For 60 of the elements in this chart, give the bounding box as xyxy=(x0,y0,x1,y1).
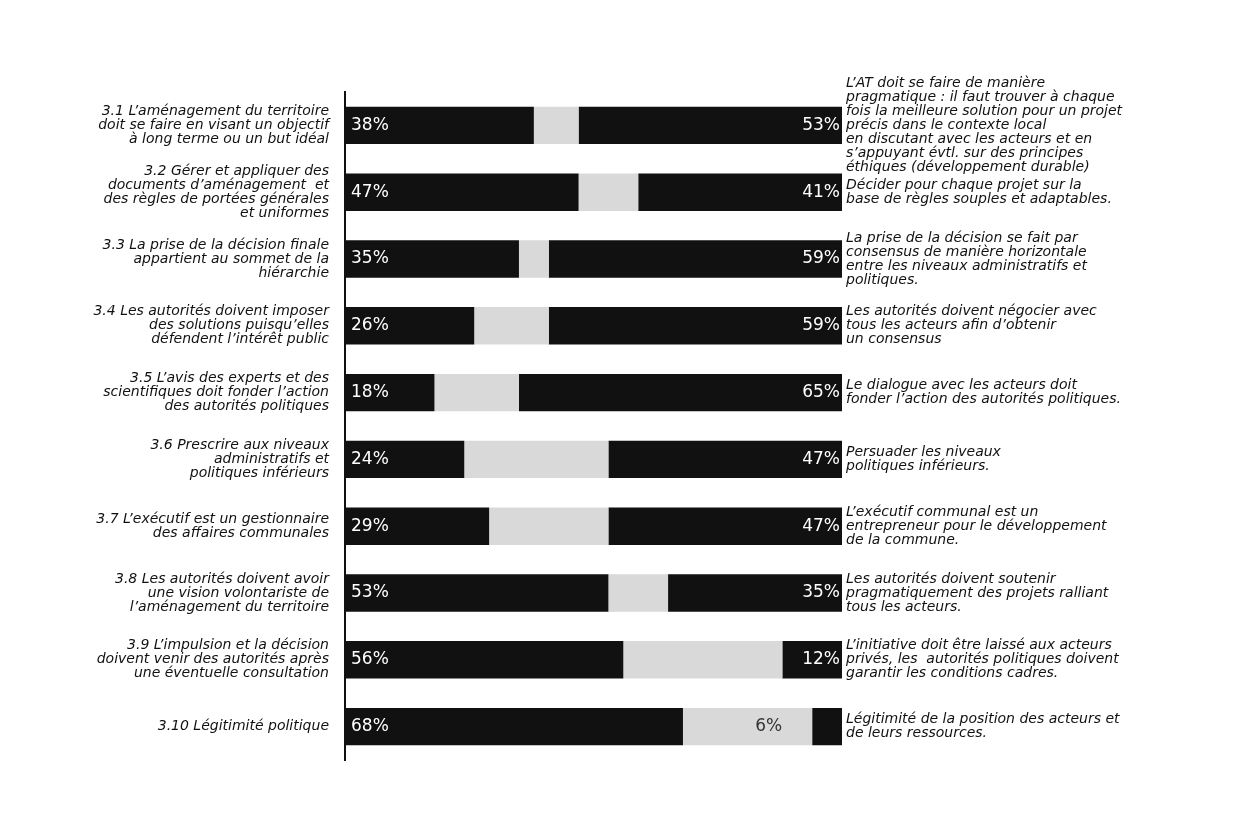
bar xyxy=(682,707,813,746)
data-label: 53% xyxy=(351,581,389,602)
y2-tick-label: Les autorités doivent négocier avec tous les acteurs afin d’obtenir un consensus xyxy=(846,302,1098,347)
y-tick-label: 3.4 Les autorités doivent imposer des solutions puisqu’elles défendent l’intérêt public xyxy=(93,302,331,347)
bar xyxy=(782,641,842,679)
bar xyxy=(608,440,842,479)
data-label: 53% xyxy=(802,113,840,134)
bar xyxy=(518,240,549,278)
y-tick-label: 3.9 L’impulsion et la décision doivent venir des autorités après une éventuelle consultation xyxy=(96,636,329,681)
data-label: 47% xyxy=(802,447,840,468)
y2-tick-label: Décider pour chaque projet sur la base de règles souples et adaptables. xyxy=(846,175,1112,206)
data-label: 26% xyxy=(351,314,389,335)
y2-tick-label: Légitimité de la position des acteurs et de leurs ressources. xyxy=(846,710,1121,741)
bar xyxy=(434,373,519,412)
y2-tick-label: Le dialogue avec les acteurs doit fonder l’action des autorités politiques. xyxy=(846,376,1121,407)
data-label: 65% xyxy=(802,381,840,402)
data-label: 35% xyxy=(802,581,840,602)
data-label: 12% xyxy=(802,648,840,669)
data-label: 47% xyxy=(802,514,840,535)
data-label: 24% xyxy=(351,447,389,468)
data-label: 68% xyxy=(351,715,389,736)
bar xyxy=(548,240,842,278)
data-label: 6% xyxy=(755,715,783,736)
bar xyxy=(578,173,639,211)
y-tick-label: 3.8 Les autorités doivent avoir une vision volontariste de l’aménagement du territoire xyxy=(115,569,331,614)
data-label: 56% xyxy=(351,648,389,669)
bar xyxy=(812,707,842,746)
y-tick-label: 3.3 La prise de la décision finale appartient au sommet de la hiérarchie xyxy=(102,235,329,280)
bar xyxy=(489,507,609,545)
y2-tick-label: Les autorités doivent soutenir pragmatiquement des projets ralliant tous les acteurs. xyxy=(845,569,1109,614)
y-tick-label: 3.1 L’aménagement du territoire doit se faire en visant un objectif à long terme ou un but idéal xyxy=(98,102,332,147)
y-tick-label: 3.5 L’avis des experts et des scientifiques doit fonder l’action des autorités politiques xyxy=(103,369,329,414)
y2-tick-label: Persuader les niveaux politiques inférieurs. xyxy=(845,443,1002,474)
bar xyxy=(548,307,842,345)
data-label: 38% xyxy=(351,113,389,134)
y2-tick-label: La prise de la décision se fait par consensus de manière horizontale entre les niveaux administratifs et politiques. xyxy=(845,228,1088,287)
y2-tick-label: L’initiative doit être laissé aux acteurs privés, les autorités politiques doivent garantir les conditions cadres. xyxy=(845,636,1120,681)
bar xyxy=(533,106,579,145)
bar xyxy=(608,507,842,545)
bar xyxy=(578,106,842,145)
y-tick-label: 3.7 L’exécutif est un gestionnaire des affaires communales xyxy=(96,509,329,540)
bar xyxy=(518,373,842,412)
bar xyxy=(638,173,842,211)
y-tick-label: 3.10 Légitimité politique xyxy=(157,717,329,734)
bar xyxy=(608,574,669,612)
data-label: 35% xyxy=(351,247,389,268)
bar xyxy=(623,641,783,679)
data-label: 47% xyxy=(351,180,389,201)
y-tick-label: 3.2 Gérer et appliquer des documents d’aménagement et des règles de portées générales et uniformes xyxy=(103,161,330,220)
data-label: 29% xyxy=(351,514,389,535)
data-label: 41% xyxy=(802,180,840,201)
y2-tick-label: L’AT doit se faire de manière pragmatique : il faut trouver à chaque fois la meilleure solution pour un projet précis dans le contexte local en discutant avec les acteurs et en s’appuyant évtl. sur des principes éthiques (développement durable) xyxy=(845,74,1123,175)
data-label: 18% xyxy=(351,381,389,402)
bar xyxy=(668,574,842,612)
data-label: 59% xyxy=(802,247,840,268)
bar xyxy=(464,440,609,479)
data-label: 59% xyxy=(802,314,840,335)
y2-tick-label: L’exécutif communal est un entrepreneur pour le développement de la commune. xyxy=(846,502,1108,547)
y-tick-label: 3.6 Prescrire aux niveaux administratifs et politiques inférieurs xyxy=(150,436,330,481)
bar xyxy=(474,307,549,345)
